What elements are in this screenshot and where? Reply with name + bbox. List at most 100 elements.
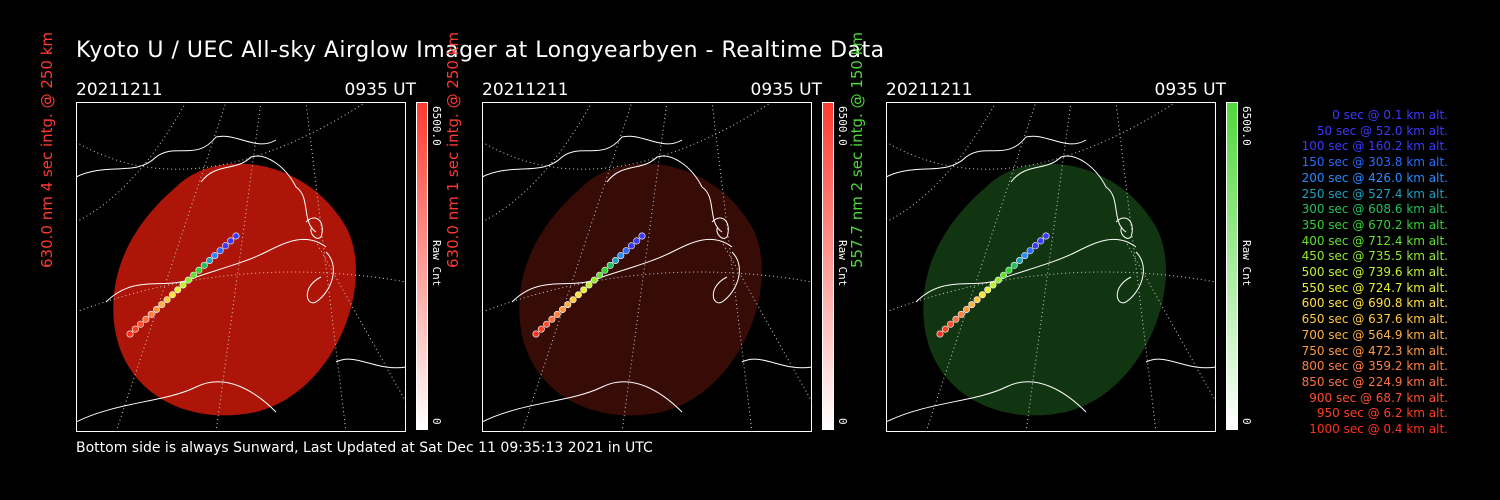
legend-entry: 300 sec @ 608.6 km alt. — [1301, 202, 1448, 217]
colorbar-min: 0 — [430, 418, 443, 425]
trajectory-point — [606, 261, 614, 269]
trajectory-point — [211, 252, 219, 260]
trajectory-point — [952, 315, 960, 323]
imager-panel-2: 20211211 0935 UT — [444, 32, 902, 440]
trajectory-point — [1037, 237, 1045, 245]
legend-entry: 100 sec @ 160.2 km alt. — [1301, 139, 1448, 154]
legend-entry: 950 sec @ 6.2 km alt. — [1316, 406, 1448, 421]
trajectory-point — [216, 247, 224, 255]
update-footer: Bottom side is always Sunward, Last Upda… — [76, 440, 653, 456]
trajectory-point — [617, 252, 625, 260]
allsky-map — [482, 102, 812, 432]
trajectory-point — [1031, 242, 1039, 250]
trajectory-point — [543, 320, 551, 328]
trajectory-point — [627, 242, 635, 250]
trajectory-point — [1021, 252, 1029, 260]
trajectory-legend: 0 sec @ 0.1 km alt. 50 sec @ 52.0 km alt.… — [1258, 108, 1448, 438]
trajectory-point — [936, 330, 944, 338]
trajectory-point — [963, 306, 971, 314]
trajectory-point — [564, 301, 572, 309]
legend-entry: 150 sec @ 303.8 km alt. — [1301, 155, 1448, 170]
trajectory-point — [232, 232, 240, 240]
trajectory-point — [1000, 271, 1008, 279]
legend-entry: 750 sec @ 472.3 km alt. — [1301, 343, 1448, 358]
trajectory-point — [153, 306, 161, 314]
trajectory-point — [947, 320, 955, 328]
trajectory-point — [1016, 257, 1024, 265]
trajectory-point — [553, 310, 561, 318]
trajectory-point — [221, 242, 229, 250]
imager-panel-1: 20211211 0935 UT — [38, 32, 496, 440]
legend-entry: 700 sec @ 564.9 km alt. — [1301, 327, 1448, 342]
trajectory-point — [574, 291, 582, 299]
trajectory-point — [638, 232, 646, 240]
trajectory-point — [596, 271, 604, 279]
trajectory-point — [580, 286, 588, 294]
legend-entry: 350 sec @ 670.2 km alt. — [1301, 217, 1448, 232]
legend-entry: 550 sec @ 724.7 km alt. — [1301, 280, 1448, 295]
legend-entry: 200 sec @ 426.0 km alt. — [1301, 170, 1448, 185]
trajectory-point — [190, 271, 198, 279]
panel-date: 20211211 — [76, 80, 163, 100]
colorbar-max: 6500.0 — [836, 106, 849, 146]
colorbar-min: 0 — [1240, 418, 1253, 425]
panel-time: 0935 UT — [750, 80, 823, 100]
trajectory-point — [532, 330, 540, 338]
trajectory-point — [548, 315, 556, 323]
allsky-map — [76, 102, 406, 432]
trajectory-point — [984, 286, 992, 294]
panel-ylabel: 630.0 nm 4 sec intg. @ 250 km — [38, 31, 56, 268]
trajectory-point — [1042, 232, 1050, 240]
colorbar — [416, 102, 428, 430]
panel-ylabel: 630.0 nm 1 sec intg. @ 250 km — [444, 31, 462, 268]
trajectory-point — [227, 237, 235, 245]
colorbar — [822, 102, 834, 430]
colorbar — [1226, 102, 1238, 430]
trajectory-point — [569, 296, 577, 304]
trajectory-point — [973, 296, 981, 304]
colorbar-label: Raw Cnt — [1240, 240, 1253, 287]
legend-entry: 800 sec @ 359.2 km alt. — [1301, 359, 1448, 374]
trajectory-point — [163, 296, 171, 304]
legend-entry: 450 sec @ 735.5 km alt. — [1301, 249, 1448, 264]
trajectory-point — [957, 310, 965, 318]
legend-entry: 650 sec @ 637.6 km alt. — [1301, 312, 1448, 327]
panel-date: 20211211 — [886, 80, 973, 100]
trajectory-point — [158, 301, 166, 309]
legend-entry: 600 sec @ 690.8 km alt. — [1301, 296, 1448, 311]
trajectory-point — [126, 330, 134, 338]
legend-entry: 1000 sec @ 0.4 km alt. — [1309, 422, 1448, 437]
legend-entry: 500 sec @ 739.6 km alt. — [1301, 265, 1448, 280]
trajectory-point — [968, 301, 976, 309]
trajectory-point — [622, 247, 630, 255]
trajectory-point — [1005, 266, 1013, 274]
trajectory-point — [585, 281, 593, 289]
trajectory-point — [978, 291, 986, 299]
legend-entry: 250 sec @ 527.4 km alt. — [1301, 186, 1448, 201]
page-title: Kyoto U / UEC All-sky Airglow Imager at … — [76, 38, 885, 63]
trajectory-point — [633, 237, 641, 245]
legend-entry: 0 sec @ 0.1 km alt. — [1332, 108, 1448, 122]
imager-panel-3: 20211211 0935 UT — [848, 32, 1306, 440]
panel-time: 0935 UT — [1154, 80, 1227, 100]
trajectory-point — [147, 310, 155, 318]
legend-entry: 850 sec @ 224.9 km alt. — [1301, 374, 1448, 389]
trajectory-point — [179, 281, 187, 289]
trajectory-point — [1026, 247, 1034, 255]
trajectory-point — [184, 276, 192, 284]
panel-ylabel: 557.7 nm 2 sec intg. @ 150 km — [848, 31, 866, 268]
trajectory-point — [590, 276, 598, 284]
colorbar-min: 0 — [836, 418, 849, 425]
colorbar-max: 6500.0 — [430, 106, 443, 146]
colorbar-label: Raw Cnt — [430, 240, 443, 287]
colorbar-label: Raw Cnt — [836, 240, 849, 287]
legend-entry: 50 sec @ 52.0 km alt. — [1316, 123, 1448, 138]
allsky-map — [886, 102, 1216, 432]
panel-time: 0935 UT — [344, 80, 417, 100]
trajectory-point — [612, 257, 620, 265]
trajectory-point — [131, 325, 139, 333]
legend-entry: 400 sec @ 712.4 km alt. — [1301, 233, 1448, 248]
trajectory-point — [206, 257, 214, 265]
trajectory-point — [137, 320, 145, 328]
trajectory-point — [200, 261, 208, 269]
